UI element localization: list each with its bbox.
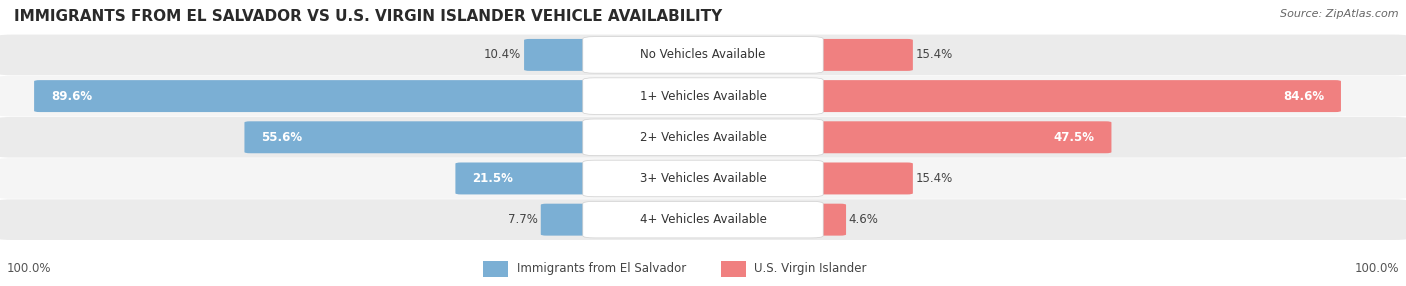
FancyBboxPatch shape <box>807 121 1111 153</box>
FancyBboxPatch shape <box>582 78 823 114</box>
FancyBboxPatch shape <box>807 39 912 71</box>
Text: 7.7%: 7.7% <box>508 213 538 226</box>
Text: 55.6%: 55.6% <box>262 131 302 144</box>
FancyBboxPatch shape <box>34 80 599 112</box>
FancyBboxPatch shape <box>541 204 599 236</box>
Text: 89.6%: 89.6% <box>51 90 93 103</box>
FancyBboxPatch shape <box>0 76 1406 116</box>
FancyBboxPatch shape <box>582 201 823 238</box>
Text: 100.0%: 100.0% <box>7 262 52 275</box>
FancyBboxPatch shape <box>807 204 846 236</box>
Text: Source: ZipAtlas.com: Source: ZipAtlas.com <box>1281 9 1399 19</box>
FancyBboxPatch shape <box>0 199 1406 240</box>
Text: 2+ Vehicles Available: 2+ Vehicles Available <box>640 131 766 144</box>
Text: 21.5%: 21.5% <box>472 172 513 185</box>
FancyBboxPatch shape <box>524 39 599 71</box>
Bar <box>484 261 509 277</box>
Text: 100.0%: 100.0% <box>1354 262 1399 275</box>
Text: 15.4%: 15.4% <box>915 172 953 185</box>
Text: U.S. Virgin Islander: U.S. Virgin Islander <box>755 262 868 275</box>
Text: IMMIGRANTS FROM EL SALVADOR VS U.S. VIRGIN ISLANDER VEHICLE AVAILABILITY: IMMIGRANTS FROM EL SALVADOR VS U.S. VIRG… <box>14 9 723 23</box>
Text: 84.6%: 84.6% <box>1282 90 1324 103</box>
FancyBboxPatch shape <box>807 80 1341 112</box>
Text: Immigrants from El Salvador: Immigrants from El Salvador <box>517 262 686 275</box>
FancyBboxPatch shape <box>245 121 599 153</box>
FancyBboxPatch shape <box>582 119 823 156</box>
Text: 4+ Vehicles Available: 4+ Vehicles Available <box>640 213 766 226</box>
Text: 15.4%: 15.4% <box>915 48 953 61</box>
Text: 1+ Vehicles Available: 1+ Vehicles Available <box>640 90 766 103</box>
FancyBboxPatch shape <box>0 158 1406 199</box>
Text: 10.4%: 10.4% <box>484 48 522 61</box>
Bar <box>721 261 747 277</box>
FancyBboxPatch shape <box>582 160 823 197</box>
Text: 3+ Vehicles Available: 3+ Vehicles Available <box>640 172 766 185</box>
FancyBboxPatch shape <box>582 37 823 73</box>
Text: No Vehicles Available: No Vehicles Available <box>640 48 766 61</box>
FancyBboxPatch shape <box>0 117 1406 158</box>
Text: 47.5%: 47.5% <box>1053 131 1094 144</box>
FancyBboxPatch shape <box>456 162 599 194</box>
Text: 4.6%: 4.6% <box>849 213 879 226</box>
FancyBboxPatch shape <box>0 35 1406 75</box>
FancyBboxPatch shape <box>807 162 912 194</box>
